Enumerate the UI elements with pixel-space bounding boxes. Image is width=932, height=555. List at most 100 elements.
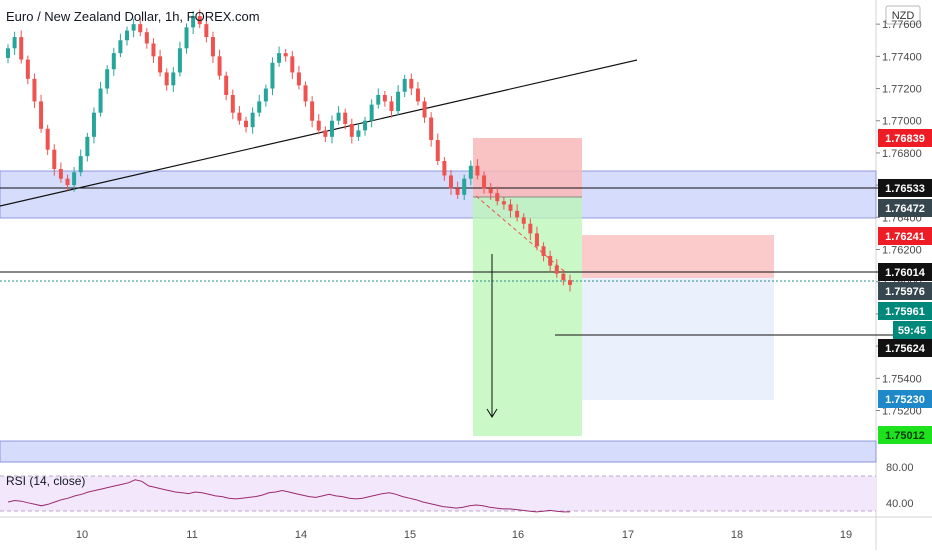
- candle: [204, 24, 209, 38]
- candle: [455, 188, 460, 195]
- candle: [508, 204, 513, 211]
- time-label-15: 15: [404, 529, 416, 541]
- candle: [290, 56, 295, 73]
- candle: [329, 120, 334, 137]
- candle: [39, 101, 44, 129]
- candle: [52, 149, 57, 170]
- time-label-17: 17: [622, 529, 634, 541]
- candle: [32, 78, 37, 102]
- time-label-14: 14: [295, 529, 307, 541]
- tag-zone-low: 1.76472: [878, 199, 932, 217]
- candle: [105, 69, 110, 89]
- tag-main-target: 1.75012: [878, 426, 932, 444]
- candle: [323, 130, 328, 137]
- candle: [528, 223, 533, 234]
- candle: [237, 112, 242, 121]
- candle: [343, 112, 348, 124]
- price-tick-label: 1.77200: [882, 84, 922, 96]
- price-tick-label: 1.75200: [882, 405, 922, 417]
- tag-lower-line: 1.76014: [878, 263, 932, 281]
- candle: [382, 94, 387, 102]
- tag-zone-low-text: 1.76472: [885, 203, 925, 215]
- candle: [561, 273, 566, 281]
- candle: [118, 40, 123, 54]
- tag-lower-line-text: 1.76014: [885, 267, 926, 279]
- tag-upper-line: 1.76533: [878, 179, 932, 197]
- candle: [197, 16, 202, 25]
- candle: [376, 94, 381, 105]
- candle: [442, 160, 447, 176]
- candle: [541, 246, 546, 256]
- candle: [191, 16, 196, 28]
- candle: [396, 91, 401, 112]
- rsi-tick-40: 40.00: [886, 498, 914, 510]
- candle: [554, 265, 559, 274]
- candle: [495, 193, 500, 202]
- candle: [568, 280, 572, 285]
- candle: [356, 130, 361, 137]
- candle: [138, 24, 143, 33]
- candle: [111, 53, 116, 70]
- candle: [85, 136, 90, 157]
- candle: [296, 72, 301, 86]
- tag-target-line-text: 1.75961: [885, 306, 925, 318]
- tag-top-stop: 1.76839: [878, 129, 932, 147]
- candle: [336, 112, 341, 121]
- candle: [45, 128, 50, 150]
- candle: [19, 37, 24, 60]
- projection-dashed-line: [475, 195, 566, 273]
- candle: [448, 175, 453, 189]
- candle: [230, 94, 235, 113]
- candle: [429, 117, 434, 141]
- candle: [217, 56, 222, 76]
- candle: [250, 112, 255, 128]
- candle: [515, 210, 520, 218]
- tag-entry-target: 1.75624: [878, 339, 932, 357]
- tag-second-stop-text: 1.76241: [885, 231, 925, 243]
- rsi-label: RSI (14, close): [6, 474, 85, 488]
- tag-main-target-text: 1.75012: [885, 430, 925, 442]
- candles-layer: [6, 9, 572, 292]
- tag-entry-target-text: 1.75624: [885, 343, 926, 355]
- tag-countdown: 59:45: [893, 321, 932, 339]
- candle: [12, 37, 17, 49]
- candle: [363, 120, 368, 131]
- candle: [257, 101, 262, 113]
- candle: [488, 188, 493, 194]
- price-tick-label: 1.77600: [882, 19, 922, 31]
- candle: [244, 120, 249, 128]
- candle: [389, 101, 394, 112]
- candle: [224, 75, 229, 95]
- candle: [468, 165, 473, 179]
- time-axis: 10 11 14 15 16 17 18 19: [76, 529, 852, 541]
- arrow-down-icon: [486, 408, 498, 418]
- price-tick-label: 1.75400: [882, 373, 922, 385]
- time-label-11: 11: [186, 529, 197, 541]
- candle: [548, 255, 553, 266]
- tag-top-stop-text: 1.76839: [885, 133, 925, 145]
- position2-stop-zone: [582, 235, 774, 278]
- candle: [151, 43, 156, 57]
- tag-second-stop: 1.76241: [878, 227, 932, 245]
- currency-badge[interactable]: [885, 5, 921, 25]
- candle: [65, 178, 70, 186]
- candle: [316, 120, 321, 131]
- tag-countdown-text: 59:45: [898, 325, 926, 337]
- candle: [283, 53, 288, 57]
- tag-upper-line-text: 1.76533: [885, 183, 925, 195]
- bottom-support-zone: [0, 440, 877, 463]
- time-label-18: 18: [731, 529, 743, 541]
- candle: [482, 175, 487, 189]
- currency-badge-label: NZD: [892, 10, 915, 22]
- candle: [91, 112, 96, 137]
- chart-title: Euro / New Zealand Dollar, 1h, FOREX.com: [6, 9, 260, 24]
- candle: [184, 27, 189, 49]
- candle: [78, 156, 83, 173]
- time-label-16: 16: [512, 529, 524, 541]
- tag-last-price-text: 1.75976: [885, 286, 925, 298]
- candle: [409, 78, 414, 89]
- position-profit-zone: [473, 197, 582, 436]
- candle: [177, 48, 182, 73]
